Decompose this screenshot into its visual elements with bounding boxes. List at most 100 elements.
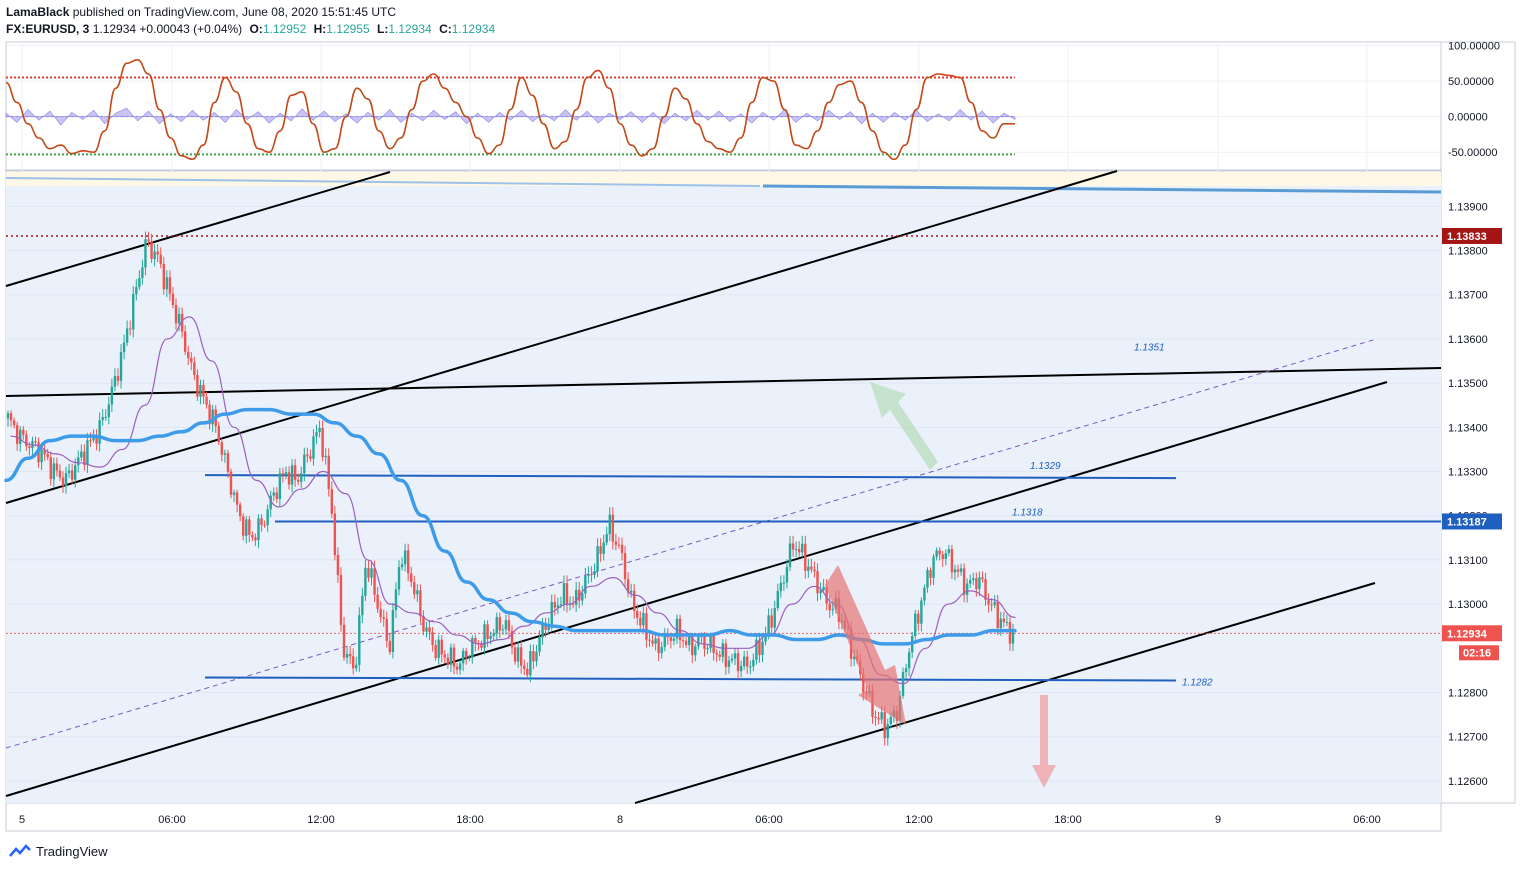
candle-body	[923, 587, 926, 601]
candle-body	[67, 470, 71, 474]
candle-body	[947, 549, 951, 554]
candle-body	[55, 463, 59, 471]
candle-body	[785, 566, 789, 583]
candle-body	[171, 293, 175, 306]
candle-body	[535, 651, 538, 662]
candle-body	[950, 549, 954, 573]
candle-body	[15, 425, 19, 444]
candle-body	[312, 436, 315, 459]
high-value: 1.12955	[326, 22, 370, 36]
candle-body	[159, 254, 162, 264]
candle-body	[77, 457, 80, 466]
price-tag	[1442, 227, 1502, 244]
osc-tick-label: 0.00000	[1448, 112, 1488, 124]
candle-body	[663, 633, 666, 648]
candle-body	[303, 454, 306, 474]
candle-body	[367, 567, 370, 578]
candle-body	[712, 635, 715, 653]
candle-body	[345, 653, 349, 658]
candle-body	[162, 263, 165, 290]
candle-body	[779, 582, 783, 592]
candle-body	[813, 569, 816, 572]
candle-body	[324, 455, 327, 458]
candle-body	[266, 509, 269, 526]
channel-line	[5, 171, 391, 287]
candle-body	[132, 294, 135, 330]
candle-body	[581, 593, 584, 601]
candle-body	[1002, 618, 1006, 623]
candle-body	[351, 656, 355, 669]
candle-body	[519, 647, 523, 666]
countdown-tag	[1459, 645, 1499, 661]
candle-body	[254, 537, 257, 541]
candle-body	[914, 613, 917, 636]
candle-body	[648, 639, 651, 641]
candle-body	[183, 331, 187, 352]
candle-body	[972, 578, 975, 580]
tradingview-footer[interactable]: TradingView	[8, 843, 108, 859]
candle-body	[269, 495, 272, 510]
candle-body	[150, 241, 153, 259]
candle-body	[513, 647, 517, 662]
candle-body	[385, 618, 388, 641]
candle-body	[391, 610, 395, 653]
candle-body	[6, 413, 10, 419]
price-tick-label: 1.13500	[1448, 378, 1488, 390]
candle-body	[727, 660, 731, 667]
candle-body	[238, 504, 242, 517]
price-tick-label: 1.12800	[1448, 688, 1488, 700]
candle-body	[468, 657, 471, 659]
candle-body	[101, 417, 104, 421]
candle-body	[669, 637, 673, 641]
candle-body	[193, 362, 196, 375]
candle-body	[633, 590, 636, 611]
candle-body	[492, 633, 495, 636]
candle-body	[251, 534, 254, 538]
candle-body	[330, 489, 333, 514]
tradingview-logo-icon	[9, 844, 31, 857]
candle-body	[153, 251, 156, 259]
candle-body	[422, 616, 425, 632]
time-tick-label: 06:00	[1353, 814, 1381, 826]
candle-body	[920, 600, 923, 624]
candle-body	[327, 455, 330, 490]
price-tick-label: 1.13300	[1448, 467, 1488, 479]
candle-body	[205, 396, 208, 405]
low-key: L:	[377, 22, 389, 36]
candle-body	[49, 457, 52, 480]
candle-body	[165, 277, 169, 290]
author-name[interactable]: LamaBlack	[6, 5, 70, 19]
price-tag	[1442, 513, 1502, 530]
candle-body	[318, 427, 321, 432]
level-label: 1.1329	[1030, 461, 1061, 472]
candle-body	[61, 477, 65, 486]
candle-body	[242, 516, 245, 536]
candle-body	[110, 386, 114, 405]
close-key: C:	[439, 22, 452, 36]
candle-body	[938, 550, 941, 555]
candle-body	[541, 624, 544, 638]
candle-body	[660, 647, 663, 654]
candle-body	[642, 613, 645, 626]
candle-body	[965, 583, 969, 595]
price-tick-label: 1.13600	[1448, 334, 1488, 346]
oscillator-pane	[5, 41, 1442, 171]
candle-body	[434, 644, 437, 658]
candle-body	[348, 653, 352, 657]
candle-body	[907, 652, 911, 669]
price-tick-label: 1.13000	[1448, 599, 1488, 611]
open-value: 1.12952	[262, 22, 307, 36]
candle-body	[599, 546, 602, 554]
candle-body	[590, 574, 593, 576]
candle-body	[413, 582, 416, 595]
candle-body	[984, 579, 987, 600]
price-tag-label: 1.12934	[1447, 628, 1488, 640]
candle-body	[382, 617, 385, 619]
time-tick-label: 8	[617, 814, 623, 826]
published-text: published on TradingView.com, June 08, 2…	[72, 5, 397, 19]
candle-body	[639, 617, 642, 626]
candle-body	[672, 638, 676, 641]
candle-body	[993, 601, 996, 606]
symbol-label[interactable]: FX:EURUSD, 3	[6, 22, 90, 36]
